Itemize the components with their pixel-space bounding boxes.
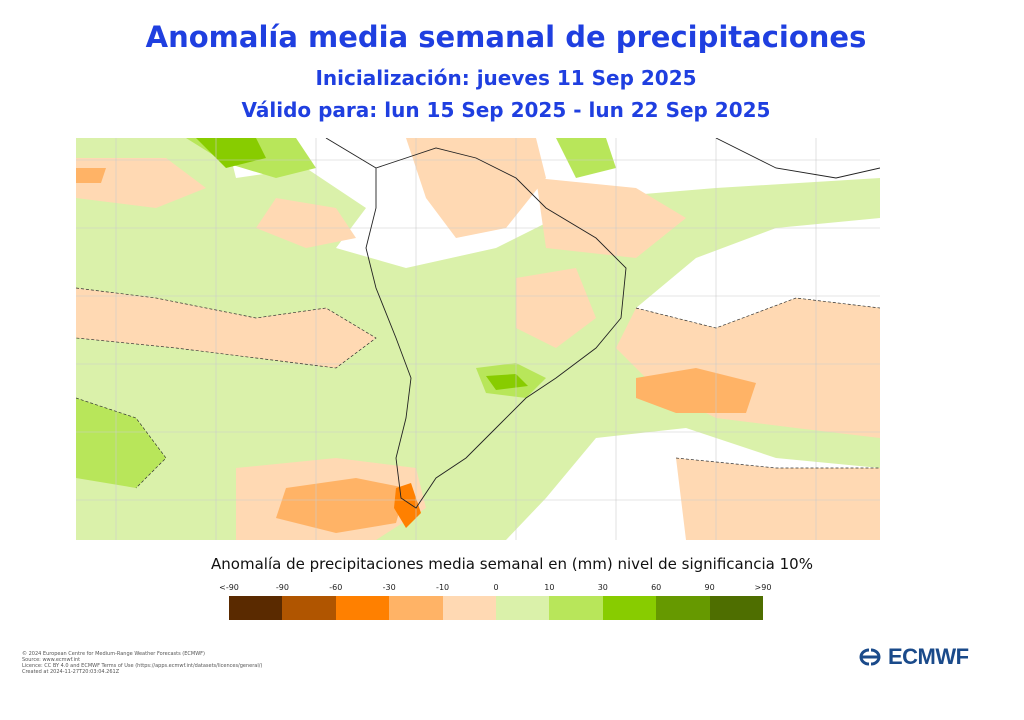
color-legend xyxy=(229,596,764,620)
legend-tick-label: -10 xyxy=(436,583,450,592)
grid-lines xyxy=(76,138,880,540)
legend-swatch xyxy=(656,596,710,620)
anomaly-patches xyxy=(76,138,880,540)
legend-tick-label: 60 xyxy=(651,583,662,592)
legend-tick-label: 10 xyxy=(544,583,555,592)
legend-tick-label: 0 xyxy=(493,583,499,592)
legend-tick-label: <-90 xyxy=(219,583,239,592)
legend-swatch xyxy=(442,596,497,620)
legend-swatch xyxy=(549,596,603,620)
legend-tick-label: >90 xyxy=(754,583,772,592)
legend-swatch xyxy=(602,596,657,620)
footer-credits: © 2024 European Centre for Medium-Range … xyxy=(22,651,262,675)
footer-line: Licence: CC BY 4.0 and ECMWF Terms of Us… xyxy=(22,663,263,669)
legend-swatch xyxy=(229,596,283,620)
footer-line: Source: www.ecmwf.int xyxy=(22,657,81,663)
legend-swatch xyxy=(282,596,336,620)
legend-tick-label: 90 xyxy=(704,583,715,592)
legend-tick-label: -60 xyxy=(329,583,343,592)
significance-contours xyxy=(76,287,880,489)
precipitation-anomaly-map xyxy=(76,138,880,540)
footer-line: © 2024 European Centre for Medium-Range … xyxy=(22,651,205,657)
footer-line: Created at 2024-11-27T20:03:04.261Z xyxy=(22,669,120,675)
legend-swatch xyxy=(496,596,550,620)
page-title: Anomalía media semanal de precipitacione… xyxy=(145,20,867,54)
legend-tick-label: -90 xyxy=(275,583,289,592)
ecmwf-logo-icon xyxy=(859,648,881,666)
legend-tick-label: 30 xyxy=(597,583,608,592)
legend-tick-label: -30 xyxy=(382,583,396,592)
ecmwf-logo: ECMWF xyxy=(855,644,969,670)
initialization-date: Inicialización: jueves 11 Sep 2025 xyxy=(315,66,697,90)
legend-swatch xyxy=(335,596,390,620)
valid-period: Válido para: lun 15 Sep 2025 - lun 22 Se… xyxy=(241,98,771,122)
coastlines xyxy=(325,138,880,509)
logo-text: ECMWF xyxy=(888,644,969,669)
legend-title: Anomalía de precipitaciones media semana… xyxy=(211,555,813,573)
legend-swatch xyxy=(709,596,764,620)
legend-swatch xyxy=(389,596,443,620)
